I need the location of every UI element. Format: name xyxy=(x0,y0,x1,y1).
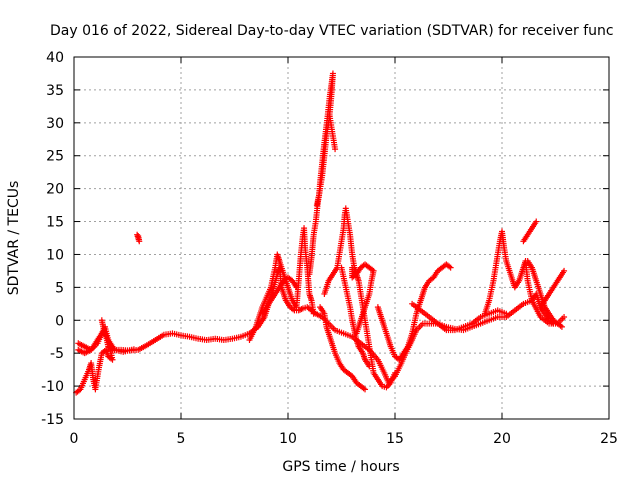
grid xyxy=(74,57,609,419)
plot-frame xyxy=(73,56,610,420)
y-tick-label: 15 xyxy=(46,215,64,231)
series-t15 xyxy=(520,218,540,245)
series-t8 xyxy=(317,304,369,393)
data-point xyxy=(362,386,369,393)
series-t10 xyxy=(338,264,373,370)
y-tick-label: -10 xyxy=(41,379,64,395)
data-point xyxy=(392,369,398,376)
data-point xyxy=(561,313,568,320)
data-point xyxy=(533,218,540,225)
y-tick-label: 35 xyxy=(46,83,64,99)
data-point xyxy=(293,284,300,291)
series-t18 xyxy=(259,274,300,317)
series-t13 xyxy=(409,300,510,334)
y-tick-label: 0 xyxy=(55,313,64,329)
series-t3 xyxy=(73,317,116,396)
series-t17 xyxy=(537,267,568,311)
y-tick-label: -5 xyxy=(50,346,64,362)
y-tick-label: 10 xyxy=(46,247,64,263)
series-t7 xyxy=(326,113,339,153)
y-tick-label: -15 xyxy=(41,412,64,428)
y-axis-label: SDTVAR / TECUs xyxy=(6,181,22,296)
series-t9 xyxy=(321,205,398,391)
data-point xyxy=(130,346,137,353)
data-points xyxy=(73,70,568,396)
data-point xyxy=(98,317,105,324)
data-point xyxy=(503,310,510,317)
axis-ticks: 0 5 10 15 20 25 -15 -10 -5 0 5 10 15 20 25 30 35 40 xyxy=(41,50,618,447)
chart-title: Day 016 of 2022, Sidereal Day-to-day VTE… xyxy=(50,23,614,39)
data-point xyxy=(135,233,142,240)
x-tick-label: 15 xyxy=(386,431,404,447)
data-point xyxy=(310,310,317,317)
data-point xyxy=(313,202,320,209)
data-point xyxy=(366,363,373,370)
y-tick-label: 30 xyxy=(46,116,64,132)
y-tick-label: 25 xyxy=(46,149,64,165)
series-t6 xyxy=(306,70,336,278)
series-t4 xyxy=(134,231,143,245)
data-point xyxy=(558,323,565,330)
x-tick-label: 25 xyxy=(600,431,618,447)
x-tick-label: 10 xyxy=(279,431,297,447)
data-point xyxy=(561,267,568,274)
series-t11 xyxy=(349,261,377,337)
x-tick-label: 5 xyxy=(177,431,186,447)
data-point xyxy=(349,264,356,271)
x-tick-label: 20 xyxy=(493,431,511,447)
y-tick-label: 20 xyxy=(46,182,64,198)
x-tick-label: 0 xyxy=(70,431,79,447)
series-t12 xyxy=(374,261,454,363)
data-point xyxy=(332,146,339,153)
y-tick-label: 5 xyxy=(55,280,64,296)
data-point xyxy=(447,264,454,271)
x-axis-label: GPS time / hours xyxy=(282,459,399,475)
y-tick-label: 40 xyxy=(46,50,64,66)
